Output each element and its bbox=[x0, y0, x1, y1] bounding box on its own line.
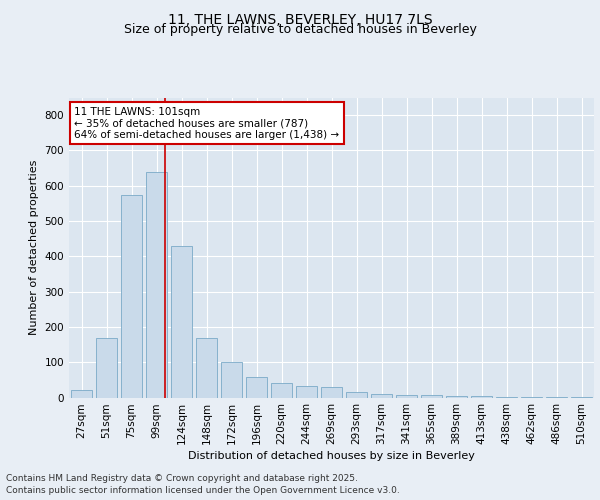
Text: 11, THE LAWNS, BEVERLEY, HU17 7LS: 11, THE LAWNS, BEVERLEY, HU17 7LS bbox=[167, 12, 433, 26]
Y-axis label: Number of detached properties: Number of detached properties bbox=[29, 160, 39, 335]
Bar bbox=[421, 396, 442, 398]
Bar bbox=[296, 386, 317, 398]
Bar bbox=[371, 394, 392, 398]
Bar bbox=[396, 394, 417, 398]
Bar bbox=[246, 378, 267, 398]
Bar bbox=[196, 338, 217, 398]
X-axis label: Distribution of detached houses by size in Beverley: Distribution of detached houses by size … bbox=[188, 452, 475, 462]
Bar bbox=[271, 382, 292, 398]
Text: Contains HM Land Registry data © Crown copyright and database right 2025.
Contai: Contains HM Land Registry data © Crown c… bbox=[6, 474, 400, 495]
Bar bbox=[171, 246, 192, 398]
Bar bbox=[446, 396, 467, 398]
Bar bbox=[71, 390, 92, 398]
Bar bbox=[146, 172, 167, 398]
Bar bbox=[121, 194, 142, 398]
Bar bbox=[221, 362, 242, 398]
Bar bbox=[321, 387, 342, 398]
Bar bbox=[96, 338, 117, 398]
Text: 11 THE LAWNS: 101sqm
← 35% of detached houses are smaller (787)
64% of semi-deta: 11 THE LAWNS: 101sqm ← 35% of detached h… bbox=[74, 106, 340, 140]
Text: Size of property relative to detached houses in Beverley: Size of property relative to detached ho… bbox=[124, 22, 476, 36]
Bar bbox=[346, 392, 367, 398]
Bar bbox=[471, 396, 492, 398]
